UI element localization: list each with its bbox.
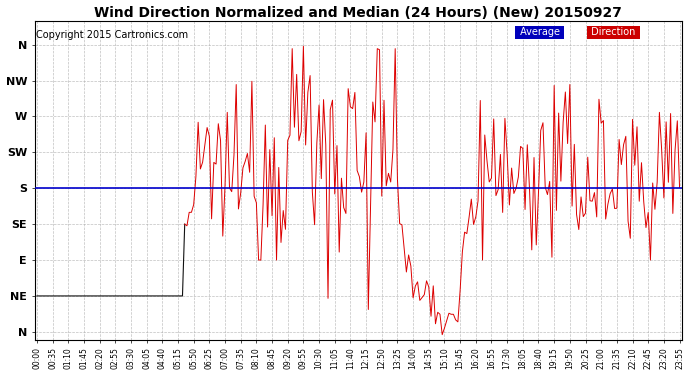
Title: Wind Direction Normalized and Median (24 Hours) (New) 20150927: Wind Direction Normalized and Median (24…: [95, 6, 622, 20]
Text: Direction: Direction: [588, 27, 638, 37]
Text: Copyright 2015 Cartronics.com: Copyright 2015 Cartronics.com: [36, 30, 188, 40]
Text: Average: Average: [517, 27, 563, 37]
